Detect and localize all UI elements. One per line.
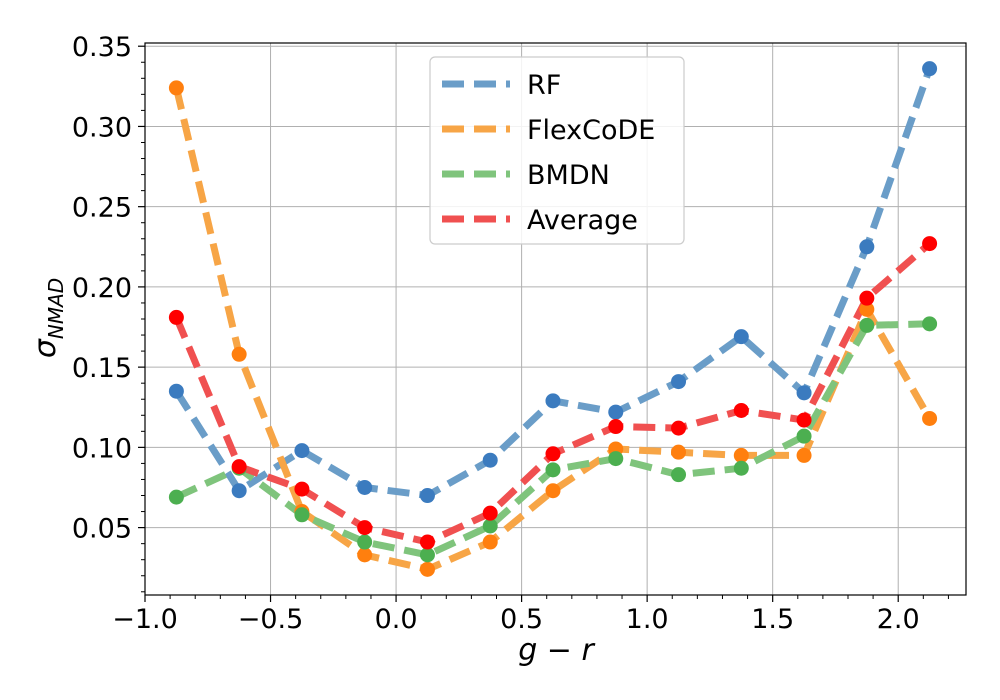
- data-point-rf: [482, 452, 498, 468]
- data-point-rf: [357, 479, 373, 495]
- data-point-bmdn: [419, 547, 435, 563]
- data-point-average: [419, 534, 435, 550]
- legend-label-bmdn: BMDN: [527, 160, 610, 191]
- axis-tick-labels: −1.0 −0.5 0.0 0.5 1.0 1.5 2.0 0.05 0.10 0.15 0.20 0…: [72, 32, 920, 635]
- data-point-bmdn: [671, 467, 687, 483]
- x-tick-label: 0.5: [500, 604, 543, 635]
- y-axis-label-subscript: NMAD: [44, 278, 68, 339]
- data-point-rf: [545, 393, 561, 409]
- data-point-average: [545, 446, 561, 462]
- data-point-bmdn: [859, 317, 875, 333]
- data-point-rf: [294, 443, 310, 459]
- y-tick-label: 0.30: [72, 112, 132, 143]
- data-point-average: [357, 520, 373, 536]
- legend-label-average: Average: [527, 205, 638, 236]
- data-point-average: [796, 412, 812, 428]
- data-point-rf: [231, 483, 247, 499]
- legend: RF FlexCoDE BMDN Average: [429, 56, 685, 245]
- y-axis-label: σNMAD: [28, 278, 68, 358]
- data-point-bmdn: [545, 462, 561, 478]
- data-point-rf: [168, 383, 184, 399]
- data-point-flexcode: [671, 444, 687, 460]
- y-tick-label: 0.10: [72, 433, 132, 464]
- y-tick-label: 0.35: [72, 32, 132, 63]
- legend-label-flexcode: FlexCoDE: [527, 115, 655, 146]
- data-point-bmdn: [922, 316, 938, 332]
- x-tick-label: 0.0: [375, 604, 418, 635]
- series-points: [168, 61, 938, 577]
- data-point-bmdn: [294, 507, 310, 523]
- data-point-flexcode: [796, 447, 812, 463]
- data-point-average: [671, 420, 687, 436]
- legend-box: [429, 56, 685, 245]
- data-point-bmdn: [733, 460, 749, 476]
- data-point-average: [231, 459, 247, 475]
- x-tick-label: 2.0: [877, 604, 920, 635]
- x-tick-label: 1.5: [751, 604, 794, 635]
- data-point-bmdn: [357, 534, 373, 550]
- data-point-rf: [733, 329, 749, 345]
- data-point-bmdn: [796, 428, 812, 444]
- data-point-flexcode: [231, 346, 247, 362]
- data-point-flexcode: [482, 534, 498, 550]
- data-point-flexcode: [357, 547, 373, 563]
- data-point-flexcode: [922, 410, 938, 426]
- data-point-bmdn: [608, 451, 624, 467]
- data-point-flexcode: [545, 483, 561, 499]
- data-point-flexcode: [168, 80, 184, 96]
- y-tick-label: 0.15: [72, 353, 132, 384]
- data-point-average: [859, 290, 875, 306]
- data-point-average: [168, 309, 184, 325]
- y-tick-label: 0.20: [72, 273, 132, 304]
- data-point-average: [482, 505, 498, 521]
- data-point-flexcode: [859, 301, 875, 317]
- x-tick-label: 1.0: [626, 604, 669, 635]
- x-tick-label: −1.0: [112, 604, 178, 635]
- x-tick-label: −0.5: [238, 604, 304, 635]
- data-point-rf: [419, 488, 435, 504]
- data-point-rf: [608, 404, 624, 420]
- data-point-average: [922, 236, 938, 252]
- legend-label-rf: RF: [527, 70, 561, 101]
- x-axis-label: g − r: [518, 633, 595, 668]
- y-axis-label-main: σ: [28, 338, 63, 358]
- data-point-average: [733, 402, 749, 418]
- data-point-average: [294, 481, 310, 497]
- axis-ticks: [138, 45, 949, 602]
- y-tick-label: 0.25: [72, 193, 132, 224]
- data-point-rf: [796, 385, 812, 401]
- data-point-rf: [671, 374, 687, 390]
- data-point-flexcode: [733, 447, 749, 463]
- data-point-flexcode: [419, 561, 435, 577]
- data-point-rf: [859, 239, 875, 255]
- y-tick-label: 0.05: [72, 514, 132, 545]
- data-point-average: [608, 419, 624, 435]
- data-point-rf: [922, 61, 938, 77]
- data-point-bmdn: [168, 489, 184, 505]
- data-point-bmdn: [482, 518, 498, 534]
